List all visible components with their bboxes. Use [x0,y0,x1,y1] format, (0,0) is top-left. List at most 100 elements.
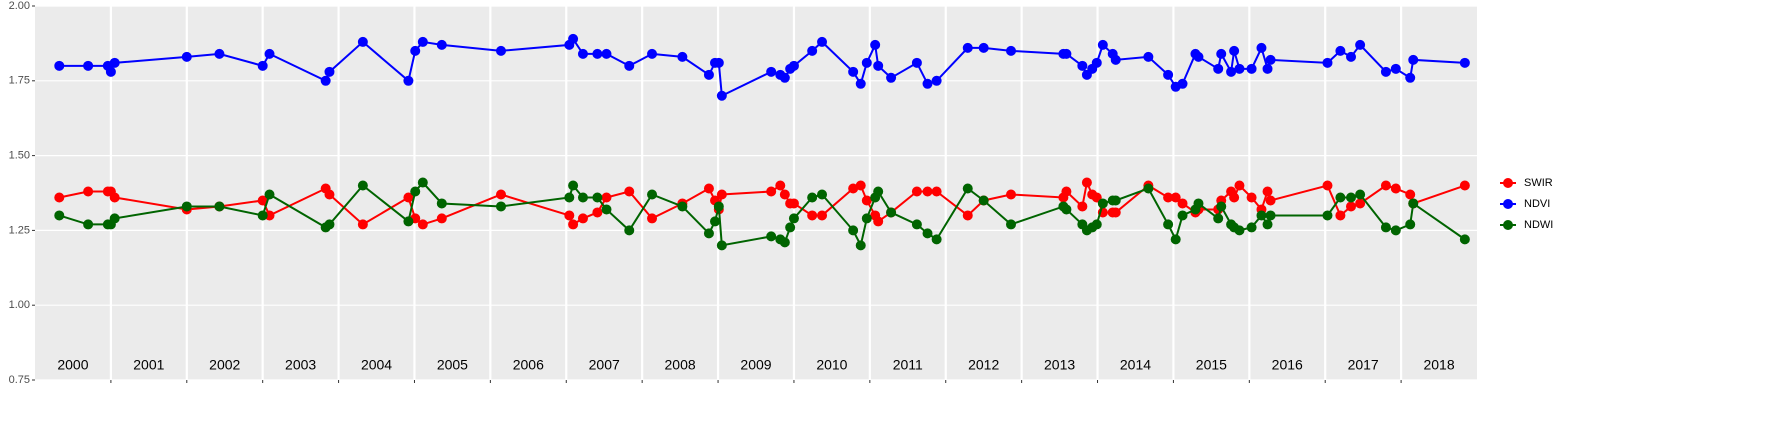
data-point [807,210,818,221]
data-point [788,198,799,209]
data-point [1110,54,1121,65]
data-point [436,213,447,224]
year-label: 2017 [1348,357,1379,373]
data-point [1262,186,1273,197]
year-label: 2010 [816,357,847,373]
data-point [1143,51,1154,62]
data-point [1163,192,1174,203]
data-point [1408,54,1419,65]
data-point [495,189,506,200]
data-point [1405,219,1416,230]
data-point [962,42,973,53]
data-point [978,42,989,53]
data-point [1322,210,1333,221]
data-point [601,192,612,203]
data-point [257,210,268,221]
data-point [1216,48,1227,59]
year-label: 2005 [437,357,468,373]
data-point [624,186,635,197]
y-tick-label: 1.25 [9,224,30,236]
data-point [1262,219,1273,230]
data-point [601,48,612,59]
data-point [324,66,335,77]
data-point [357,36,368,47]
data-point [214,48,225,59]
data-point [1226,66,1237,77]
data-point [577,192,588,203]
data-point [109,57,120,68]
data-point [1246,222,1257,233]
data-point [83,186,94,197]
data-point [1335,45,1346,56]
data-point [855,78,866,89]
data-point [710,216,721,227]
data-point [1110,195,1121,206]
data-point [922,186,933,197]
data-point [1335,210,1346,221]
y-tick-label: 1.75 [9,75,30,87]
data-point [962,210,973,221]
data-point [911,186,922,197]
data-point [1355,39,1366,50]
data-point [592,48,603,59]
y-tick-label: 1.50 [9,150,30,162]
data-point [1216,201,1227,212]
data-point [870,39,881,50]
data-point [568,33,579,44]
data-point [417,177,428,188]
data-point [495,45,506,56]
data-point [779,72,790,83]
year-label: 2003 [285,357,316,373]
data-point [873,60,884,71]
data-point [1390,225,1401,236]
data-point [785,222,796,233]
y-tick-label: 0.75 [9,374,30,386]
data-point [978,195,989,206]
data-point [1077,201,1088,212]
year-label: 2012 [968,357,999,373]
data-point [577,48,588,59]
data-point [1459,180,1470,191]
data-point [788,60,799,71]
data-point [1380,222,1391,233]
data-point [564,210,575,221]
data-point [817,210,828,221]
data-point [1006,189,1017,200]
data-point [214,201,225,212]
year-label: 2007 [589,357,620,373]
data-point [1177,78,1188,89]
data-point [861,57,872,68]
data-point [601,204,612,215]
data-point [54,210,65,221]
data-point [1006,219,1017,230]
data-point [1061,204,1072,215]
data-point [1091,219,1102,230]
data-point [1335,192,1346,203]
data-point [403,192,414,203]
data-point [911,57,922,68]
year-label: 2018 [1423,357,1454,373]
data-point [848,183,859,194]
legend-key [1503,199,1513,209]
data-point [417,219,428,230]
data-point [817,36,828,47]
data-point [1265,54,1276,65]
data-point [703,228,714,239]
data-point [592,207,603,218]
data-point [766,231,777,242]
year-label: 2013 [1044,357,1075,373]
data-point [257,195,268,206]
data-point [1346,192,1357,203]
data-point [807,192,818,203]
year-label: 2000 [57,357,88,373]
data-point [410,45,421,56]
year-label: 2004 [361,357,392,373]
data-point [109,192,120,203]
data-point [624,60,635,71]
data-point [568,219,579,230]
year-label: 2014 [1120,357,1151,373]
data-point [861,213,872,224]
year-label: 2011 [893,357,923,373]
